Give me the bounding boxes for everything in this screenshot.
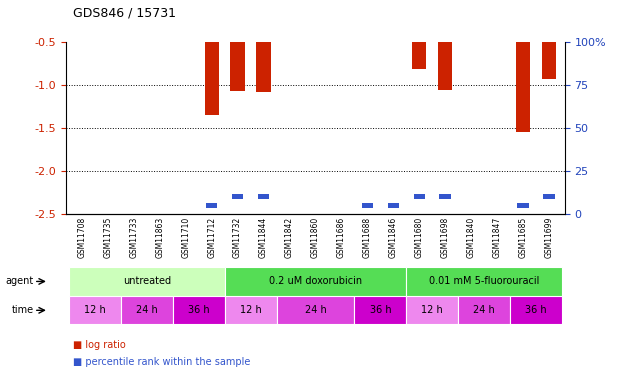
- Bar: [232, 194, 244, 200]
- Bar: [225, 296, 276, 324]
- Bar: [458, 296, 510, 324]
- Bar: [510, 296, 562, 324]
- Text: GSM11863: GSM11863: [155, 217, 164, 258]
- Bar: [406, 267, 562, 296]
- Text: GDS846 / 15731: GDS846 / 15731: [73, 6, 175, 19]
- Text: GSM11680: GSM11680: [415, 217, 424, 258]
- Text: GSM11733: GSM11733: [129, 217, 138, 258]
- Text: GSM11688: GSM11688: [363, 217, 372, 258]
- Text: GSM11842: GSM11842: [285, 217, 294, 258]
- Text: GSM11710: GSM11710: [181, 217, 190, 258]
- Bar: [256, 42, 271, 92]
- Text: 36 h: 36 h: [370, 305, 391, 315]
- Bar: [542, 42, 557, 79]
- Bar: [173, 296, 225, 324]
- Text: GSM11698: GSM11698: [441, 217, 450, 258]
- Text: GSM11712: GSM11712: [207, 217, 216, 258]
- Text: 12 h: 12 h: [240, 305, 261, 315]
- Text: GSM11846: GSM11846: [389, 217, 398, 258]
- Text: GSM11844: GSM11844: [259, 217, 268, 258]
- Bar: [516, 42, 530, 132]
- Text: agent: agent: [6, 276, 34, 286]
- Bar: [206, 203, 218, 208]
- Bar: [225, 267, 406, 296]
- Text: 36 h: 36 h: [526, 305, 547, 315]
- Bar: [406, 296, 458, 324]
- Bar: [355, 296, 406, 324]
- Text: 12 h: 12 h: [422, 305, 443, 315]
- Text: GSM11840: GSM11840: [467, 217, 476, 258]
- Bar: [204, 42, 219, 115]
- Bar: [121, 296, 173, 324]
- Text: 24 h: 24 h: [305, 305, 326, 315]
- Text: GSM11685: GSM11685: [519, 217, 528, 258]
- Text: ■ log ratio: ■ log ratio: [73, 340, 126, 350]
- Text: GSM11699: GSM11699: [545, 217, 553, 258]
- Bar: [412, 42, 427, 69]
- Bar: [517, 203, 529, 208]
- Bar: [69, 296, 121, 324]
- Text: GSM11732: GSM11732: [233, 217, 242, 258]
- Bar: [413, 194, 425, 200]
- Text: 12 h: 12 h: [84, 305, 105, 315]
- Bar: [543, 194, 555, 200]
- Bar: [230, 42, 245, 91]
- Text: ■ percentile rank within the sample: ■ percentile rank within the sample: [73, 357, 250, 367]
- Text: 24 h: 24 h: [136, 305, 158, 315]
- Bar: [69, 267, 225, 296]
- Bar: [438, 42, 452, 90]
- Bar: [439, 194, 451, 200]
- Bar: [387, 203, 399, 208]
- Text: 24 h: 24 h: [473, 305, 495, 315]
- Bar: [276, 296, 355, 324]
- Text: GSM11686: GSM11686: [337, 217, 346, 258]
- Text: time: time: [12, 305, 34, 315]
- Text: GSM11847: GSM11847: [493, 217, 502, 258]
- Text: GSM11735: GSM11735: [103, 217, 112, 258]
- Text: 0.01 mM 5-fluorouracil: 0.01 mM 5-fluorouracil: [429, 276, 540, 286]
- Bar: [362, 203, 374, 208]
- Bar: [257, 194, 269, 200]
- Text: GSM11708: GSM11708: [78, 217, 86, 258]
- Text: GSM11860: GSM11860: [311, 217, 320, 258]
- Text: 0.2 uM doxorubicin: 0.2 uM doxorubicin: [269, 276, 362, 286]
- Text: untreated: untreated: [122, 276, 171, 286]
- Text: 36 h: 36 h: [188, 305, 209, 315]
